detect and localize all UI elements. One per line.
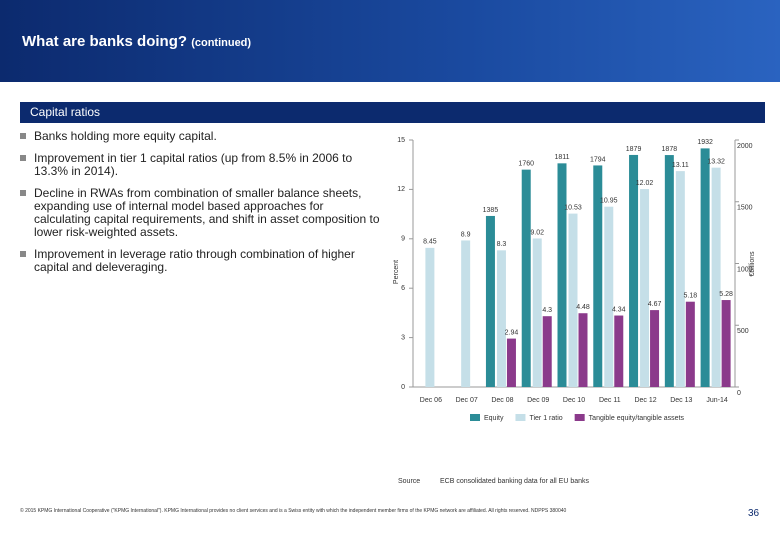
- data-label: 1932: [697, 139, 713, 146]
- data-label: 1385: [483, 207, 499, 214]
- bar: [614, 315, 624, 387]
- bullet: Banks holding more equity capital.: [20, 130, 380, 143]
- data-label: 8.3: [497, 241, 507, 248]
- legend-label: Equity: [484, 415, 504, 422]
- legend-swatch: [515, 414, 526, 421]
- x-tick-label: Dec 08: [491, 397, 513, 404]
- data-label: 10.53: [564, 204, 582, 211]
- copyright: © 2015 KPMG International Cooperative ("…: [20, 508, 567, 514]
- data-label: 10.95: [600, 198, 618, 205]
- bullet: Improvement in leverage ratio through co…: [20, 248, 380, 274]
- data-label: 4.3: [542, 307, 552, 314]
- data-label: 13.11: [672, 162, 689, 169]
- y-tick-label: 12: [397, 186, 405, 193]
- data-label: 12.02: [636, 180, 654, 187]
- bullet: Improvement in tier 1 capital ratios (up…: [20, 152, 380, 178]
- title: What are banks doing? (continued): [22, 33, 251, 50]
- x-tick-label: Dec 13: [670, 397, 692, 404]
- title-text: What are banks doing?: [22, 33, 188, 50]
- y-tick-label: 15: [397, 137, 405, 144]
- y-tick-label: 6: [401, 285, 405, 292]
- data-label: 1760: [518, 160, 534, 167]
- x-tick-label: Dec 06: [420, 397, 442, 404]
- bar: [711, 167, 721, 387]
- bar: [568, 213, 578, 387]
- x-tick-label: Dec 09: [527, 397, 549, 404]
- legend-swatch: [574, 414, 585, 421]
- subtitle: (continued): [191, 37, 252, 49]
- bar: [629, 154, 639, 387]
- bar: [675, 171, 685, 387]
- x-tick-label: Dec 10: [563, 397, 585, 404]
- data-label: 4.67: [648, 301, 662, 308]
- x-tick-label: Dec 11: [599, 397, 621, 404]
- data-label: 13.32: [707, 159, 725, 166]
- bar: [425, 247, 435, 387]
- y2-tick-label: 500: [737, 328, 749, 335]
- source: ECB consolidated banking data for all EU…: [440, 478, 590, 485]
- bar: [650, 310, 660, 387]
- data-label: 4.48: [576, 304, 590, 311]
- bar: [557, 163, 567, 387]
- x-tick-label: Dec 07: [456, 397, 478, 404]
- bar: [604, 206, 614, 387]
- x-tick-label: Jun-14: [706, 397, 728, 404]
- data-label: 5.18: [684, 293, 698, 300]
- data-label: 8.45: [423, 239, 437, 246]
- bar: [532, 238, 542, 387]
- bar: [542, 316, 552, 387]
- bar: [685, 301, 695, 387]
- section-bar: Capital ratios: [20, 102, 765, 123]
- y2-label: €billions: [749, 251, 756, 277]
- y2-tick-label: 1500: [737, 205, 753, 212]
- y-tick-label: 0: [401, 384, 405, 391]
- bar: [578, 313, 588, 387]
- bullet: Decline in RWAs from combination of smal…: [20, 187, 380, 239]
- bar: [721, 300, 731, 387]
- data-label: 1794: [590, 156, 606, 163]
- data-label: 5.28: [719, 291, 733, 298]
- bar: [700, 148, 710, 387]
- page-number: 36: [748, 508, 760, 519]
- legend-label: Tier 1 ratio: [529, 415, 562, 422]
- bullets: Banks holding more equity capital. Impro…: [20, 130, 380, 283]
- bar: [506, 338, 516, 387]
- data-label: 1879: [626, 146, 642, 153]
- bar: [461, 240, 471, 387]
- bar: [521, 169, 531, 387]
- bar: [640, 189, 650, 387]
- data-label: 4.34: [612, 306, 626, 313]
- legend-swatch: [470, 414, 480, 421]
- x-tick-label: Dec 12: [634, 397, 656, 404]
- y2-tick-label: 0: [737, 390, 741, 397]
- legend-label: Tangible equity/tangible assets: [589, 415, 685, 422]
- y-label: Percent: [393, 260, 400, 284]
- bar: [664, 155, 674, 387]
- data-label: 9.02: [530, 229, 544, 236]
- bar: [593, 165, 603, 387]
- y-tick-label: 9: [401, 236, 405, 243]
- y-tick-label: 3: [401, 334, 405, 341]
- data-label: 8.9: [461, 231, 471, 238]
- data-label: 1811: [554, 154, 569, 161]
- bar: [496, 250, 506, 387]
- y2-tick-label: 2000: [737, 143, 753, 150]
- data-label: 2.94: [505, 329, 519, 336]
- bar: [485, 215, 495, 387]
- header: [0, 0, 780, 82]
- y2-tick-label: 1000: [737, 266, 753, 273]
- data-label: 1878: [662, 146, 678, 153]
- source-label: Source: [398, 478, 420, 485]
